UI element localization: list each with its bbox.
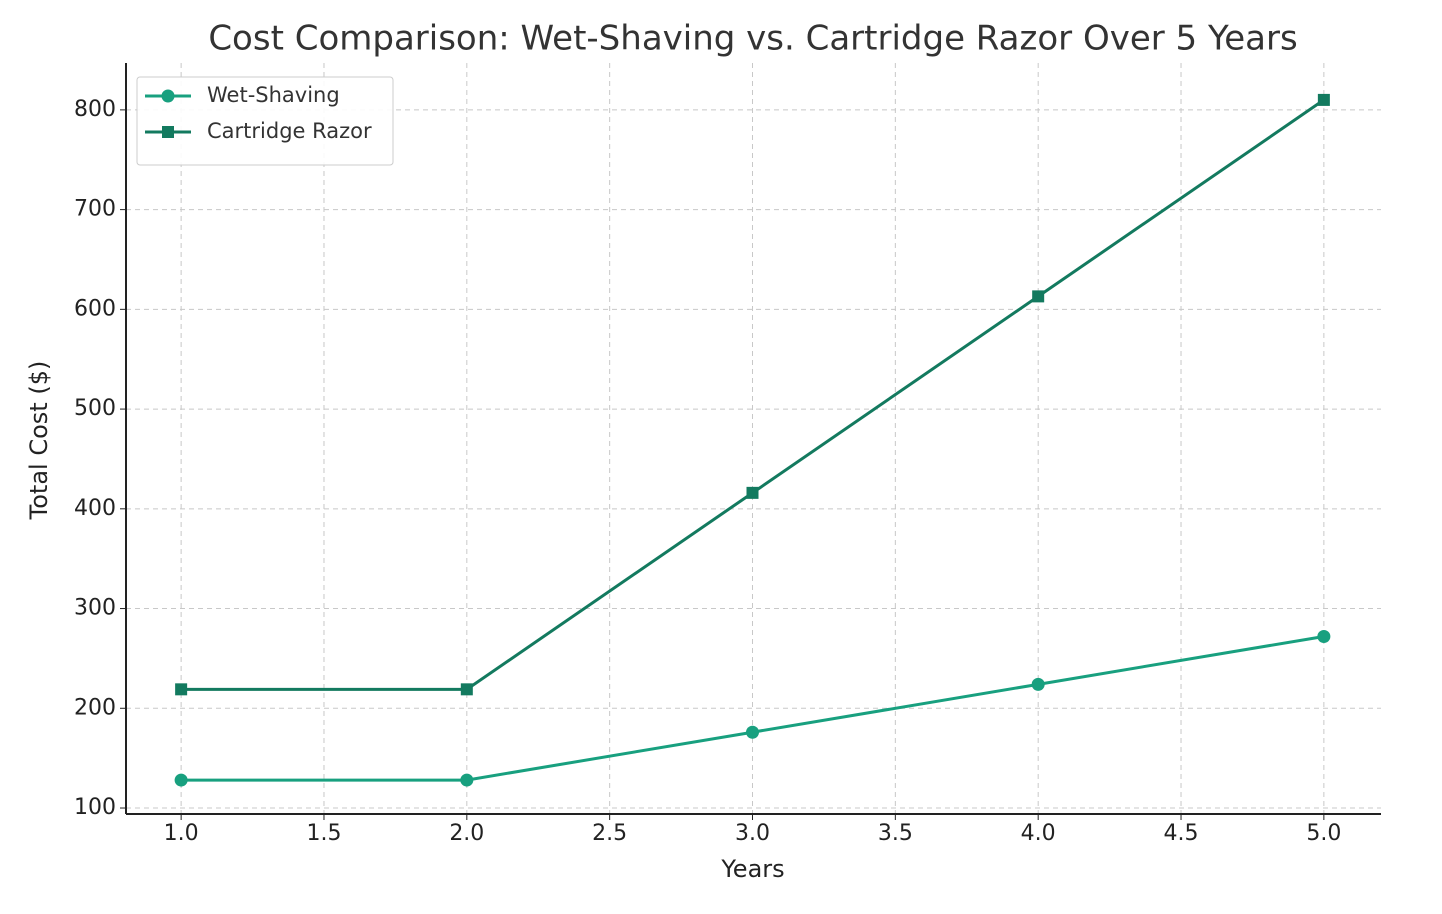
y-tick-label: 800 xyxy=(74,97,116,122)
x-tick-label: 3.0 xyxy=(735,821,770,846)
x-tick-label: 3.5 xyxy=(878,821,913,846)
x-tick-label: 4.5 xyxy=(1164,821,1199,846)
x-tick-label: 4.0 xyxy=(1021,821,1056,846)
y-tick-label: 500 xyxy=(74,396,116,421)
marker xyxy=(161,89,175,103)
y-tick-label: 100 xyxy=(74,795,116,820)
marker xyxy=(1317,93,1330,106)
legend-box xyxy=(136,76,394,166)
x-tick-label: 2.0 xyxy=(449,821,484,846)
x-tick-label: 1.5 xyxy=(306,821,341,846)
x-tick-label: 5.0 xyxy=(1306,821,1341,846)
marker xyxy=(175,683,188,696)
marker xyxy=(1317,629,1331,643)
marker xyxy=(1032,290,1045,303)
y-tick-label: 200 xyxy=(74,695,116,720)
series-line xyxy=(181,98,1325,691)
x-tick-label: 1.0 xyxy=(164,821,199,846)
marker xyxy=(746,725,760,739)
marker xyxy=(460,683,473,696)
x-tick-label: 2.5 xyxy=(592,821,627,846)
y-tick-label: 300 xyxy=(74,596,116,621)
marker xyxy=(162,126,174,138)
marker xyxy=(746,486,759,499)
marker xyxy=(460,773,474,787)
legend-label: Cartridge Razor xyxy=(207,119,372,143)
marker xyxy=(1031,677,1045,691)
y-axis-label: Total Cost ($) xyxy=(25,361,53,521)
y-tick-label: 600 xyxy=(74,296,116,321)
legend-label: Wet-Shaving xyxy=(207,83,340,107)
y-tick-label: 700 xyxy=(74,197,116,222)
chart-title: Cost Comparison: Wet-Shaving vs. Cartrid… xyxy=(208,19,1297,59)
x-axis-label: Years xyxy=(720,855,784,883)
y-tick-label: 400 xyxy=(74,496,116,521)
marker xyxy=(174,773,188,787)
